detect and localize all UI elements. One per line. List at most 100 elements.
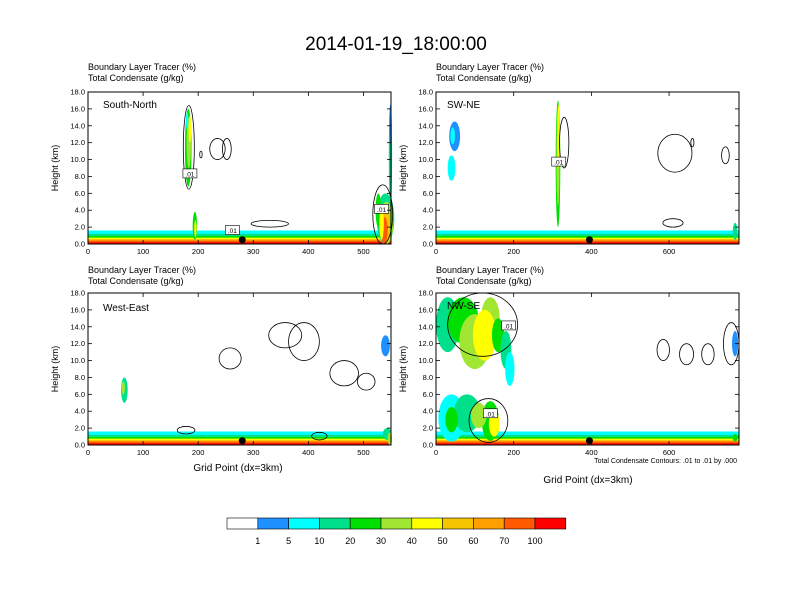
y-tick-label: 14.0	[70, 322, 85, 331]
x-tick-label: 0	[86, 247, 90, 256]
y-tick-label: 16.0	[70, 305, 85, 314]
condensate-contour	[657, 133, 693, 173]
plot-area	[88, 92, 391, 244]
condensate-contour	[218, 347, 242, 370]
contour-label: .01	[377, 207, 386, 214]
plot-frame	[87, 91, 392, 245]
y-tick-label: 18.0	[70, 88, 85, 97]
colorbar-label: 60	[468, 536, 478, 546]
colorbar-label: 50	[438, 536, 448, 546]
panel-header-condensate: Total Condensate (g/kg)	[88, 276, 184, 286]
y-tick-label: 0.0	[75, 240, 85, 249]
y-axis-label: Height (km)	[50, 346, 60, 393]
y-tick-label: 18.0	[418, 88, 433, 97]
x-tick-label: 200	[507, 247, 520, 256]
x-tick-label: 600	[663, 448, 676, 457]
x-tick-label: 300	[247, 448, 260, 457]
tracer-plume	[505, 352, 515, 386]
y-tick-label: 2.0	[423, 424, 433, 433]
tracer-plume	[732, 434, 738, 442]
tracer-plume	[447, 155, 456, 181]
condensate-contour	[199, 150, 203, 159]
y-axis-label: Height (km)	[398, 145, 408, 192]
tracer-layer	[436, 443, 739, 445]
x-tick-label: 500	[357, 448, 370, 457]
colorbar-label: 1	[255, 536, 260, 546]
contour-label-box	[501, 320, 516, 331]
y-tick-label: 14.0	[70, 121, 85, 130]
heatmap-plot: .01 .01 .01 0.0 2.0 4.0 6.0 8.0 10.0 12.0 14.0 16.0…	[70, 88, 395, 256]
condensate-contour	[329, 360, 359, 387]
contour-label: .01	[504, 323, 513, 330]
condensate-contour	[721, 146, 730, 165]
panel-cross-section-label: SW-NE	[447, 100, 480, 111]
y-tick-label: 16.0	[70, 104, 85, 113]
panel-header-tracer: Boundary Layer Tracer (%)	[88, 265, 196, 275]
panel-header-condensate: Total Condensate (g/kg)	[88, 73, 184, 83]
tracer-plume	[381, 335, 390, 357]
y-tick-label: 8.0	[423, 172, 433, 181]
y-tick-label: 0.0	[423, 240, 433, 249]
y-tick-label: 10.0	[418, 356, 433, 365]
condensate-contour	[268, 322, 303, 349]
x-tick-label: 400	[302, 247, 315, 256]
y-tick-label: 8.0	[75, 172, 85, 181]
tracer-plume	[472, 309, 497, 361]
y-tick-label: 2.0	[75, 223, 85, 232]
panel-header-condensate: Total Condensate (g/kg)	[436, 276, 532, 286]
y-tick-label: 4.0	[75, 206, 85, 215]
contour-label: .01	[228, 228, 237, 235]
colorbar: 1 5 10 20 30 40 50 60 70 100	[226, 517, 567, 546]
y-tick-label: 6.0	[75, 390, 85, 399]
contour-label-box	[374, 204, 389, 214]
x-tick-label: 200	[507, 448, 520, 457]
contour-label-box	[483, 408, 498, 419]
colorbar-label: 20	[345, 536, 355, 546]
tracer-layer	[88, 242, 391, 244]
colorbar-swatch	[473, 517, 505, 530]
x-tick-label: 0	[86, 448, 90, 457]
figure-title: 2014-01-19_18:00:00	[305, 34, 487, 55]
y-tick-label: 18.0	[70, 289, 85, 298]
x-tick-label: 400	[585, 448, 598, 457]
contour-label: .01	[554, 160, 563, 167]
y-tick-label: 6.0	[423, 390, 433, 399]
tracer-plume	[185, 112, 189, 130]
panel-cross-section-label: West-East	[103, 303, 149, 314]
y-tick-label: 12.0	[70, 339, 85, 348]
panel-sw-ne: Boundary Layer Tracer (%) Total Condensa…	[398, 62, 740, 256]
y-tick-label: 10.0	[418, 155, 433, 164]
condensate-contour	[468, 398, 509, 443]
contour-label-box	[182, 168, 198, 179]
panel-nw-se: Boundary Layer Tracer (%) Total Condensa…	[398, 265, 740, 486]
condensate-contour	[690, 138, 695, 148]
x-axis-label: Grid Point (dx=3km)	[193, 463, 282, 474]
colorbar-label: 5	[286, 536, 291, 546]
panel-south-north: Boundary Layer Tracer (%) Total Condensa…	[50, 62, 395, 256]
y-tick-label: 6.0	[423, 189, 433, 198]
plot-frame	[435, 292, 740, 446]
colorbar-label: 100	[527, 536, 542, 546]
condensate-contour	[250, 219, 289, 228]
x-tick-label: 500	[357, 247, 370, 256]
colorbar-swatch	[349, 517, 382, 530]
x-tick-label: 100	[137, 247, 150, 256]
colorbar-swatch	[534, 517, 567, 530]
y-tick-label: 0.0	[423, 441, 433, 450]
y-tick-label: 10.0	[70, 356, 85, 365]
heatmap-plot: .01 0.0 2.0 4.0 6.0 8.0 10.0 12.0 14.0 16.0 18.0 0 2…	[418, 88, 740, 256]
colorbar-swatch	[319, 517, 351, 530]
y-tick-label: 4.0	[423, 407, 433, 416]
x-tick-label: 0	[434, 247, 438, 256]
y-tick-label: 12.0	[418, 339, 433, 348]
panel-header-tracer: Boundary Layer Tracer (%)	[88, 62, 196, 72]
colorbar-swatch	[380, 517, 413, 530]
y-tick-label: 2.0	[423, 223, 433, 232]
tracer-plume	[188, 115, 192, 143]
colorbar-swatch	[226, 517, 259, 530]
x-tick-label: 400	[585, 247, 598, 256]
condensate-contour	[176, 426, 196, 435]
y-tick-label: 6.0	[75, 189, 85, 198]
contour-label-box	[225, 225, 240, 235]
condensate-contour	[701, 343, 715, 366]
